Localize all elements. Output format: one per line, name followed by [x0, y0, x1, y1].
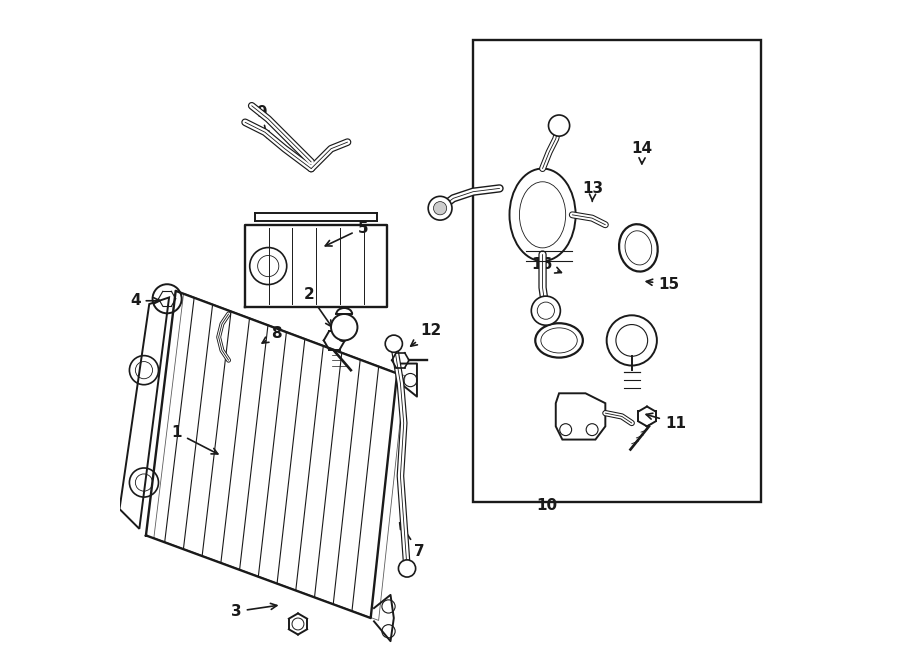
- Bar: [473, 40, 760, 502]
- Text: 12: 12: [410, 323, 442, 346]
- Circle shape: [292, 618, 304, 630]
- Circle shape: [399, 560, 416, 577]
- Text: 16: 16: [531, 257, 562, 273]
- Text: 7: 7: [400, 523, 424, 559]
- Circle shape: [531, 296, 561, 325]
- Text: 10: 10: [536, 498, 557, 513]
- Text: 8: 8: [262, 327, 282, 343]
- Text: 4: 4: [130, 293, 160, 308]
- Text: 14: 14: [632, 141, 652, 164]
- Text: 9: 9: [256, 105, 269, 137]
- Circle shape: [548, 115, 570, 136]
- Text: 11: 11: [646, 413, 686, 430]
- Circle shape: [331, 314, 357, 340]
- Circle shape: [385, 335, 402, 352]
- Text: 2: 2: [303, 287, 332, 327]
- Text: 15: 15: [646, 277, 680, 292]
- Circle shape: [434, 202, 446, 215]
- Circle shape: [428, 196, 452, 220]
- Text: 5: 5: [325, 221, 368, 246]
- Text: 6: 6: [337, 321, 352, 344]
- Text: 1: 1: [172, 426, 218, 454]
- Text: 3: 3: [231, 603, 277, 619]
- Text: 13: 13: [582, 181, 603, 202]
